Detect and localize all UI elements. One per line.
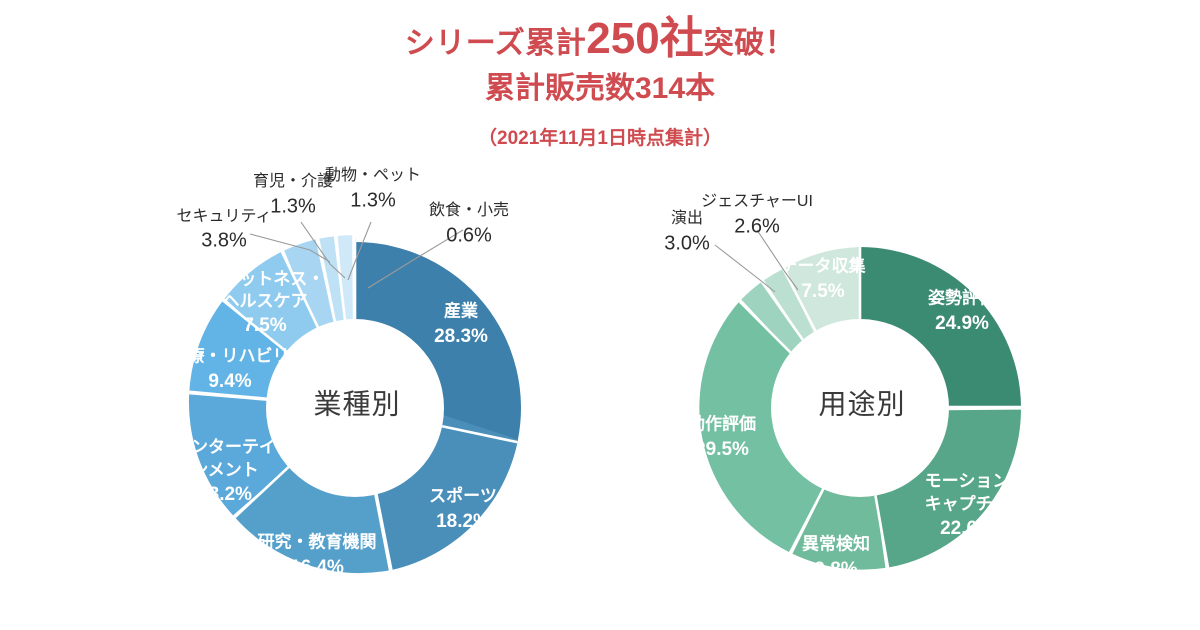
left-slice-fitness[interactable] <box>224 251 321 358</box>
left-pct-fitness: 7.5% <box>243 315 286 336</box>
left-pct-kenkyu: 16.4% <box>290 557 344 578</box>
left-slice-sports[interactable] <box>374 414 519 571</box>
left-pct-doubutsu: 1.3% <box>350 189 396 211</box>
headline-number: 250社 <box>586 14 704 63</box>
right-slice-gesture[interactable] <box>763 268 825 355</box>
right-label-ijou: 異常検知 <box>802 533 870 553</box>
right-label-data: データ収集 <box>781 255 867 275</box>
right-slice-enshutsu[interactable] <box>741 281 814 365</box>
left-label-ent-line1: エンターテイ <box>174 437 276 456</box>
left-donut-hole <box>266 319 444 497</box>
left-pct-iryo: 9.4% <box>208 371 251 392</box>
dateline: （2021年11月1日時点集計） <box>478 128 722 150</box>
left-label-sports: スポーツ <box>429 485 497 505</box>
right-label-gesture: ジェスチャーUI <box>701 193 813 210</box>
right-pct-enshutsu: 3.0% <box>664 232 710 254</box>
left-pct-sports: 18.2% <box>436 511 490 532</box>
left-pct-ent: 13.2% <box>198 484 252 505</box>
left-label-sangyo: 産業 <box>444 300 478 320</box>
left-label-security: セキュリティ <box>176 208 271 225</box>
left-center-label: 業種別 <box>313 388 400 419</box>
right-label-motion-line2: キャプチャ <box>925 493 1010 513</box>
left-leader-lines <box>249 221 464 289</box>
right-donut-hole <box>771 319 949 497</box>
right-label-motion-line1: モーション <box>925 471 1010 490</box>
left-slice-iryo[interactable] <box>189 300 293 399</box>
left-pct-ikuji: 1.3% <box>270 195 316 217</box>
left-label-iryo: 医療・リハビリ <box>171 345 290 365</box>
right-pct-shisei: 24.9% <box>935 313 989 334</box>
right-label-shisei: 姿勢評価 <box>928 287 996 307</box>
headline-prefix: シリーズ累計 <box>404 27 587 60</box>
left-label-ent-line2: ンメント <box>191 460 259 479</box>
left-label-fitness-line2: ヘルスケア <box>223 291 308 310</box>
right-pct-motion: 22.6% <box>940 518 994 539</box>
right-donut-chart: 用途別 姿勢評価 24.9% モーション キャプチャ 22.6% 異常検知 9.… <box>664 193 1022 580</box>
header: シリーズ累計250社突破！ 累計販売数314本 （2021年11月1日時点集計） <box>0 0 1200 150</box>
left-pct-sangyo: 28.3% <box>434 326 488 347</box>
right-pct-gesture: 2.6% <box>734 215 780 237</box>
right-label-enshutsu: 演出 <box>671 209 703 227</box>
left-donut-chart: 業種別 産業 28.3% スポーツ 18.2% 研究・教育機関 16.4% エン… <box>171 166 521 578</box>
left-slice-sangyo[interactable] <box>355 242 521 443</box>
left-pct-security: 3.8% <box>201 229 247 251</box>
right-pct-ijou: 9.8% <box>814 559 857 580</box>
right-pct-data: 7.5% <box>801 281 844 302</box>
left-slice-security[interactable] <box>284 239 336 333</box>
right-center-label: 用途別 <box>818 388 905 419</box>
left-label-inshoku: 飲食・小売 <box>429 201 509 219</box>
right-pct-dousa: 29.5% <box>695 439 749 460</box>
right-slice-ijou[interactable] <box>791 473 886 570</box>
headline-suffix: 突破！ <box>703 27 796 60</box>
left-slice-doubutsu[interactable] <box>337 235 355 325</box>
subline: 累計販売数314本 <box>484 72 716 106</box>
left-label-doubutsu: 動物・ペット <box>325 166 421 184</box>
left-label-fitness-line1: フィットネス・ <box>206 269 325 288</box>
left-slice-separators <box>189 235 518 571</box>
headline: シリーズ累計250社突破！ <box>0 14 1200 63</box>
left-label-kenkyu: 研究・教育機関 <box>258 531 377 551</box>
right-slice-shisei[interactable] <box>860 246 1021 408</box>
left-pct-inshoku: 0.6% <box>446 224 492 246</box>
right-label-dousa: 動作評価 <box>688 413 756 433</box>
left-label-ikuji: 育児・介護 <box>253 172 333 190</box>
right-leader-lines <box>714 229 799 293</box>
right-slice-motion[interactable] <box>875 409 1021 568</box>
